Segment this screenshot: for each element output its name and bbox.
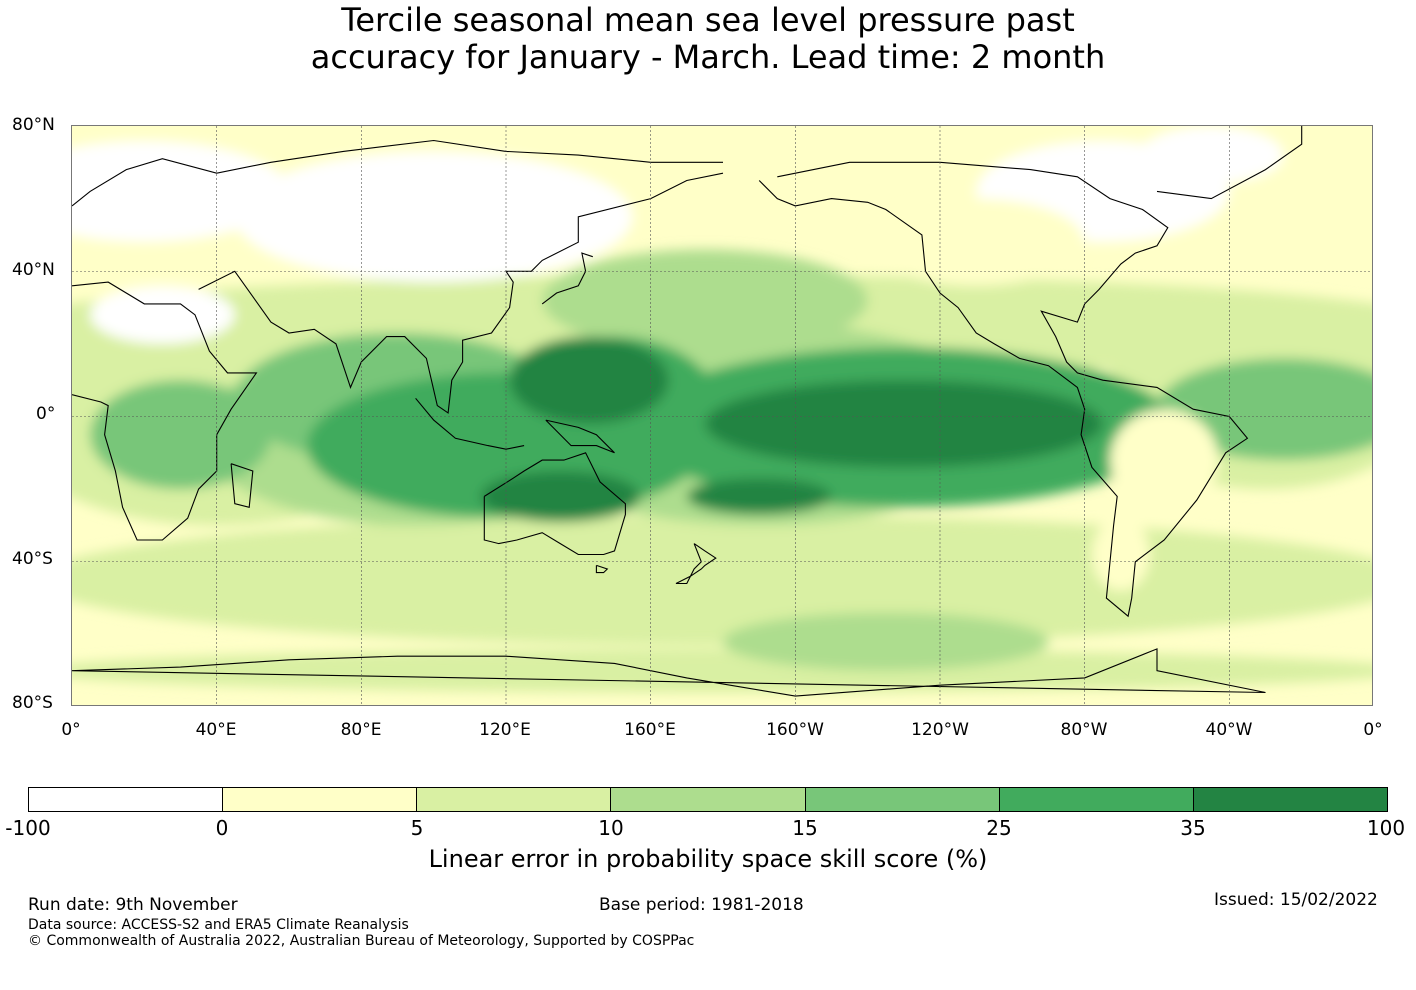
skill-region xyxy=(234,151,633,283)
lat-label-80n: 80°N xyxy=(12,115,55,135)
colorbar-tick: 100 xyxy=(1366,816,1406,840)
colorbar-tick: 35 xyxy=(1180,816,1206,840)
skill-region xyxy=(480,470,640,522)
lon-label-80e: 80°E xyxy=(340,720,382,740)
skill-region xyxy=(90,285,235,344)
lat-label-80s: 80°S xyxy=(12,693,53,713)
colorbar-segment xyxy=(611,788,806,811)
skill-region xyxy=(72,648,1372,693)
title-line-2: accuracy for January - March. Lead time:… xyxy=(310,38,1106,76)
colorbar-tick: 15 xyxy=(792,816,818,840)
antarctica-coastline xyxy=(72,648,1266,697)
skill-region xyxy=(1138,126,1284,185)
lon-label-120w: 120°W xyxy=(911,720,969,740)
colorbar-segment xyxy=(805,788,1000,811)
map-title: Tercile seasonal mean sea level pressure… xyxy=(0,2,1416,76)
lon-label-160e: 160°E xyxy=(624,720,676,740)
skill-region xyxy=(90,380,271,490)
skill-region xyxy=(704,380,1103,468)
lon-label-120e: 120°E xyxy=(479,720,531,740)
colorbar-tick: -100 xyxy=(5,816,51,840)
base-period: Base period: 1981-2018 xyxy=(599,895,804,915)
new-zealand-coastline xyxy=(675,543,717,585)
colorbar-tick: 0 xyxy=(215,816,229,840)
skill-region xyxy=(542,249,868,352)
skill-region xyxy=(72,140,289,243)
colorbar-tick: 5 xyxy=(410,816,424,840)
madagascar-coastline xyxy=(230,463,254,508)
australia-coastline xyxy=(483,452,626,556)
issued-date: Issued: 15/02/2022 xyxy=(1214,890,1378,910)
skill-region xyxy=(867,198,1085,286)
lat-label-40s: 40°S xyxy=(12,549,53,569)
new-guinea-coastline xyxy=(545,419,615,454)
colorbar-segment xyxy=(29,788,224,811)
data-source: Data source: ACCESS-S2 and ERA5 Climate … xyxy=(28,917,409,933)
greenland-coastline xyxy=(1156,126,1303,200)
arctic-coastline xyxy=(72,139,723,207)
lon-label-40e: 40°E xyxy=(195,720,237,740)
skill-region xyxy=(72,514,1372,646)
colorbar-segment xyxy=(223,788,418,811)
americas-coastline xyxy=(758,161,1249,618)
title-line-1: Tercile seasonal mean sea level pressure… xyxy=(341,1,1075,39)
copyright: © Commonwealth of Australia 2022, Austra… xyxy=(28,933,695,949)
skill-region xyxy=(686,478,832,515)
colorbar-segment xyxy=(417,788,612,811)
colorbar xyxy=(28,787,1388,812)
colorbar-tick: 10 xyxy=(598,816,624,840)
skill-map-canvas xyxy=(72,126,1372,705)
tasmania-coastline xyxy=(595,564,609,574)
colorbar-segment xyxy=(999,788,1194,811)
lon-label-360: 0° xyxy=(1363,720,1383,740)
skill-region xyxy=(723,612,1049,671)
skill-map xyxy=(71,125,1373,706)
skill-region xyxy=(1091,518,1150,591)
colorbar-tick: 25 xyxy=(986,816,1012,840)
lon-label-80w: 80°W xyxy=(1060,720,1108,740)
lon-label-0: 0° xyxy=(61,720,81,740)
lat-label-0: 0° xyxy=(36,404,56,424)
colorbar-label: Linear error in probability space skill … xyxy=(428,845,988,873)
japan-coastline xyxy=(541,252,593,305)
skill-region xyxy=(1109,409,1219,511)
run-date: Run date: 9th November xyxy=(28,895,238,915)
colorbar-segment xyxy=(1193,788,1387,811)
skill-region xyxy=(509,336,669,424)
lon-label-160w: 160°W xyxy=(766,720,824,740)
lat-label-40n: 40°N xyxy=(12,260,55,280)
indonesia-coastline xyxy=(415,397,525,450)
asia-coastline xyxy=(198,172,724,414)
lon-label-40w: 40°W xyxy=(1205,720,1253,740)
